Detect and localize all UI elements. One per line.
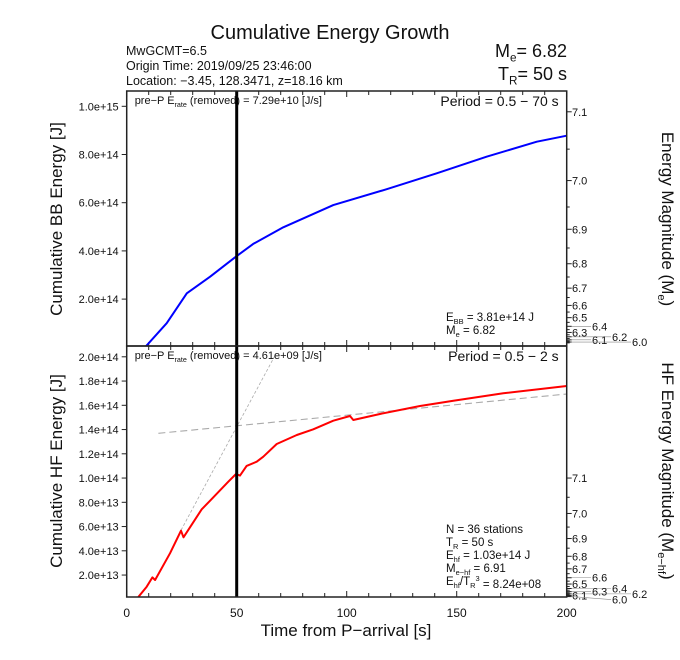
y2-tick-label: 7.1 bbox=[572, 473, 587, 485]
panel-top: 2.0e+14 4.0e+14 6.0e+14 8.0e+14 1.0e+15 pre−P… bbox=[79, 90, 647, 349]
y2-tick-label: 6.4 bbox=[592, 321, 607, 333]
fit-line bbox=[180, 355, 276, 531]
y2-tick-label: 6.7 bbox=[572, 283, 587, 295]
header-gcmt: MwGCMT=6.5 bbox=[126, 44, 207, 58]
x-axis-label: Time from P−arrival [s] bbox=[261, 621, 432, 640]
y-tick-label: 2.0e+14 bbox=[79, 294, 119, 306]
y2-tick-label: 6.8 bbox=[572, 259, 587, 271]
y2-tick-label: 6.5 bbox=[572, 579, 587, 591]
y2-tick-label: 6.9 bbox=[572, 224, 587, 236]
y-tick-label: 1.0e+15 bbox=[79, 101, 119, 113]
y2-tick-label: 6.1 bbox=[572, 590, 587, 602]
top-y2label: Energy Magnitude (Me) bbox=[655, 132, 677, 306]
period-label: Period = 0.5 − 70 s bbox=[440, 93, 558, 109]
period-label: Period = 0.5 − 2 s bbox=[448, 348, 559, 364]
panel-bottom: 2.0e+13 4.0e+13 6.0e+13 8.0e+13 1.0e+14 1.2e+… bbox=[79, 345, 647, 620]
stat-line: N = 36 stations bbox=[446, 524, 523, 536]
stat-line: EBB = 3.81e+14 J bbox=[446, 312, 534, 326]
y-tick-label: 1.6e+14 bbox=[79, 400, 119, 412]
fit-line bbox=[158, 393, 567, 434]
x-tick-label: 150 bbox=[447, 606, 467, 620]
y2-tick-label: 6.8 bbox=[572, 551, 587, 563]
y2-tick-label: 6.2 bbox=[632, 589, 647, 601]
y-tick-label: 6.0e+14 bbox=[79, 198, 119, 210]
header-me: Me= 6.82 bbox=[495, 41, 567, 65]
y2-tick-label: 6.4 bbox=[612, 583, 627, 595]
bb-energy-line bbox=[144, 134, 567, 346]
y-tick-label: 1.8e+14 bbox=[79, 376, 119, 388]
y-tick-label: 1.2e+14 bbox=[79, 449, 119, 461]
stat-line: Ehf/TR3 = 8.24e+08 bbox=[446, 574, 541, 591]
stat-line: Me−hf = 6.91 bbox=[446, 563, 506, 577]
x-tick-label: 100 bbox=[337, 606, 357, 620]
header-origin-time: Origin Time: 2019/09/25 23:46:00 bbox=[126, 59, 312, 73]
y-tick-label: 2.0e+14 bbox=[79, 352, 119, 364]
y2-tick-label: 7.0 bbox=[572, 176, 587, 188]
y2-tick-label: 6.7 bbox=[572, 564, 587, 576]
y2-tick-label: 6.2 bbox=[612, 332, 627, 344]
x-tick-label: 200 bbox=[557, 606, 577, 620]
y2-tick-label: 6.6 bbox=[572, 300, 587, 312]
header-tr: TR= 50 s bbox=[498, 64, 567, 88]
pre-p-rate-annotation: pre−P Erate (removed) = 7.29e+10 [J/s] bbox=[135, 95, 322, 109]
bottom-y2label: HF Energy Magnitude (Me−hf) bbox=[655, 362, 677, 579]
y2-tick-label: 6.5 bbox=[572, 313, 587, 325]
stat-line: Me = 6.82 bbox=[446, 325, 495, 339]
y-tick-label: 6.0e+13 bbox=[79, 522, 119, 534]
header-location: Location: −3.45, 128.3471, z=18.16 km bbox=[126, 74, 343, 88]
y-tick-label: 8.0e+14 bbox=[79, 150, 119, 162]
y2-tick-label: 6.0 bbox=[612, 595, 627, 607]
hf-energy-line bbox=[137, 385, 567, 597]
y2-tick-label: 6.3 bbox=[592, 587, 607, 599]
pre-p-rate-annotation: pre−P Erate (removed) = 4.61e+09 [J/s] bbox=[135, 350, 322, 364]
y-tick-label: 1.0e+14 bbox=[79, 473, 119, 485]
y2-tick-label: 6.3 bbox=[572, 327, 587, 339]
stat-line: Ehf = 1.03e+14 J bbox=[446, 550, 530, 564]
y2-label-leader bbox=[571, 596, 612, 600]
y2-tick-label: 6.0 bbox=[632, 337, 647, 349]
y2-tick-label: 6.9 bbox=[572, 534, 587, 546]
y-tick-label: 2.0e+13 bbox=[79, 570, 119, 582]
x-tick-label: 50 bbox=[230, 606, 244, 620]
y-tick-label: 4.0e+14 bbox=[79, 246, 119, 258]
y2-tick-label: 7.1 bbox=[572, 107, 587, 119]
chart-title: Cumulative Energy Growth bbox=[211, 22, 450, 44]
x-tick-label: 0 bbox=[123, 606, 130, 620]
plot-frame bbox=[125, 345, 568, 598]
y2-tick-label: 6.6 bbox=[592, 573, 607, 585]
y2-tick-label: 6.1 bbox=[592, 335, 607, 347]
y-tick-label: 1.4e+14 bbox=[79, 425, 119, 437]
y-tick-label: 8.0e+13 bbox=[79, 497, 119, 509]
bottom-ylabel: Cumulative HF Energy [J] bbox=[47, 374, 66, 568]
plot-panels: 2.0e+14 4.0e+14 6.0e+14 8.0e+14 1.0e+15 pre−P… bbox=[79, 90, 647, 620]
y-tick-label: 4.0e+13 bbox=[79, 546, 119, 558]
stat-line: TR = 50 s bbox=[446, 537, 494, 551]
plot-frame bbox=[125, 90, 568, 347]
y2-tick-label: 7.0 bbox=[572, 508, 587, 520]
top-ylabel: Cumulative BB Energy [J] bbox=[47, 122, 66, 316]
